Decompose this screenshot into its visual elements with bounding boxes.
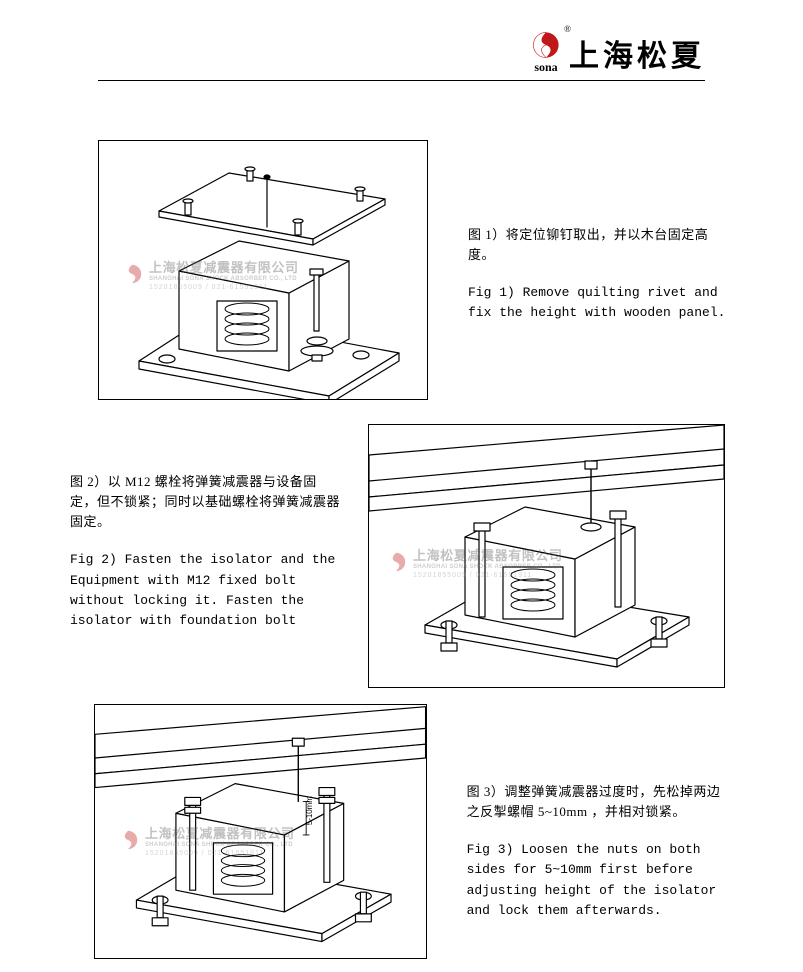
figure-3: 5-10mm 上海松夏减震器有限公司 SHANGHAI SONA SHOCK A…: [94, 704, 427, 959]
step-2-cn: 图 2）以 M12 螺栓将弹簧减震器与设备固定，但不锁紧；同时以基础螺栓将弹簧减…: [70, 472, 340, 532]
fig3-dim-label: 5-10mm: [305, 796, 314, 825]
brand-logo: ® sona: [531, 30, 561, 75]
brand-cn: 上海松夏: [569, 31, 705, 75]
step-2: 图 2）以 M12 螺栓将弹簧减震器与设备固定，但不锁紧；同时以基础螺栓将弹簧减…: [70, 424, 733, 688]
figure-2: 上海松夏减震器有限公司 SHANGHAI SONA SHOCK ABSORBER…: [368, 424, 725, 688]
figure-3-svg: 5-10mm: [95, 705, 426, 958]
step-3: 5-10mm 上海松夏减震器有限公司 SHANGHAI SONA SHOCK A…: [94, 704, 733, 959]
page: ® sona 上海松夏: [0, 0, 803, 972]
registered-mark: ®: [564, 24, 571, 34]
step-2-en: Fig 2) Fasten the isolator and the Equip…: [70, 550, 340, 631]
step-3-text: 图 3）调整弹簧减震器过度时，先松掉两边之反掣螺帽 5~10mm ，并相对锁紧。…: [467, 782, 733, 959]
step-3-cn: 图 3）调整弹簧减震器过度时，先松掉两边之反掣螺帽 5~10mm ，并相对锁紧。: [467, 782, 733, 822]
step-2-text: 图 2）以 M12 螺栓将弹簧减震器与设备固定，但不锁紧；同时以基础螺栓将弹簧减…: [70, 472, 340, 688]
step-1: 上海松夏减震器有限公司 SHANGHAI SONA SHOCK ABSORBER…: [98, 140, 733, 400]
step-1-en: Fig 1) Remove quilting rivet and fix the…: [468, 283, 733, 323]
step-1-text: 图 1）将定位铆钉取出，并以木台固定高度。 Fig 1) Remove quil…: [468, 225, 733, 400]
page-header: ® sona 上海松夏: [98, 30, 705, 75]
content-area: 上海松夏减震器有限公司 SHANGHAI SONA SHOCK ABSORBER…: [70, 140, 733, 952]
step-1-cn: 图 1）将定位铆钉取出，并以木台固定高度。: [468, 225, 733, 265]
step-3-en: Fig 3) Loosen the nuts on both sides for…: [467, 840, 733, 921]
figure-1: 上海松夏减震器有限公司 SHANGHAI SONA SHOCK ABSORBER…: [98, 140, 428, 400]
logo-icon: [531, 30, 561, 60]
figure-2-svg: [369, 425, 724, 687]
header-rule: [98, 80, 705, 81]
brand-en: sona: [534, 60, 557, 75]
figure-1-svg: [99, 141, 427, 399]
